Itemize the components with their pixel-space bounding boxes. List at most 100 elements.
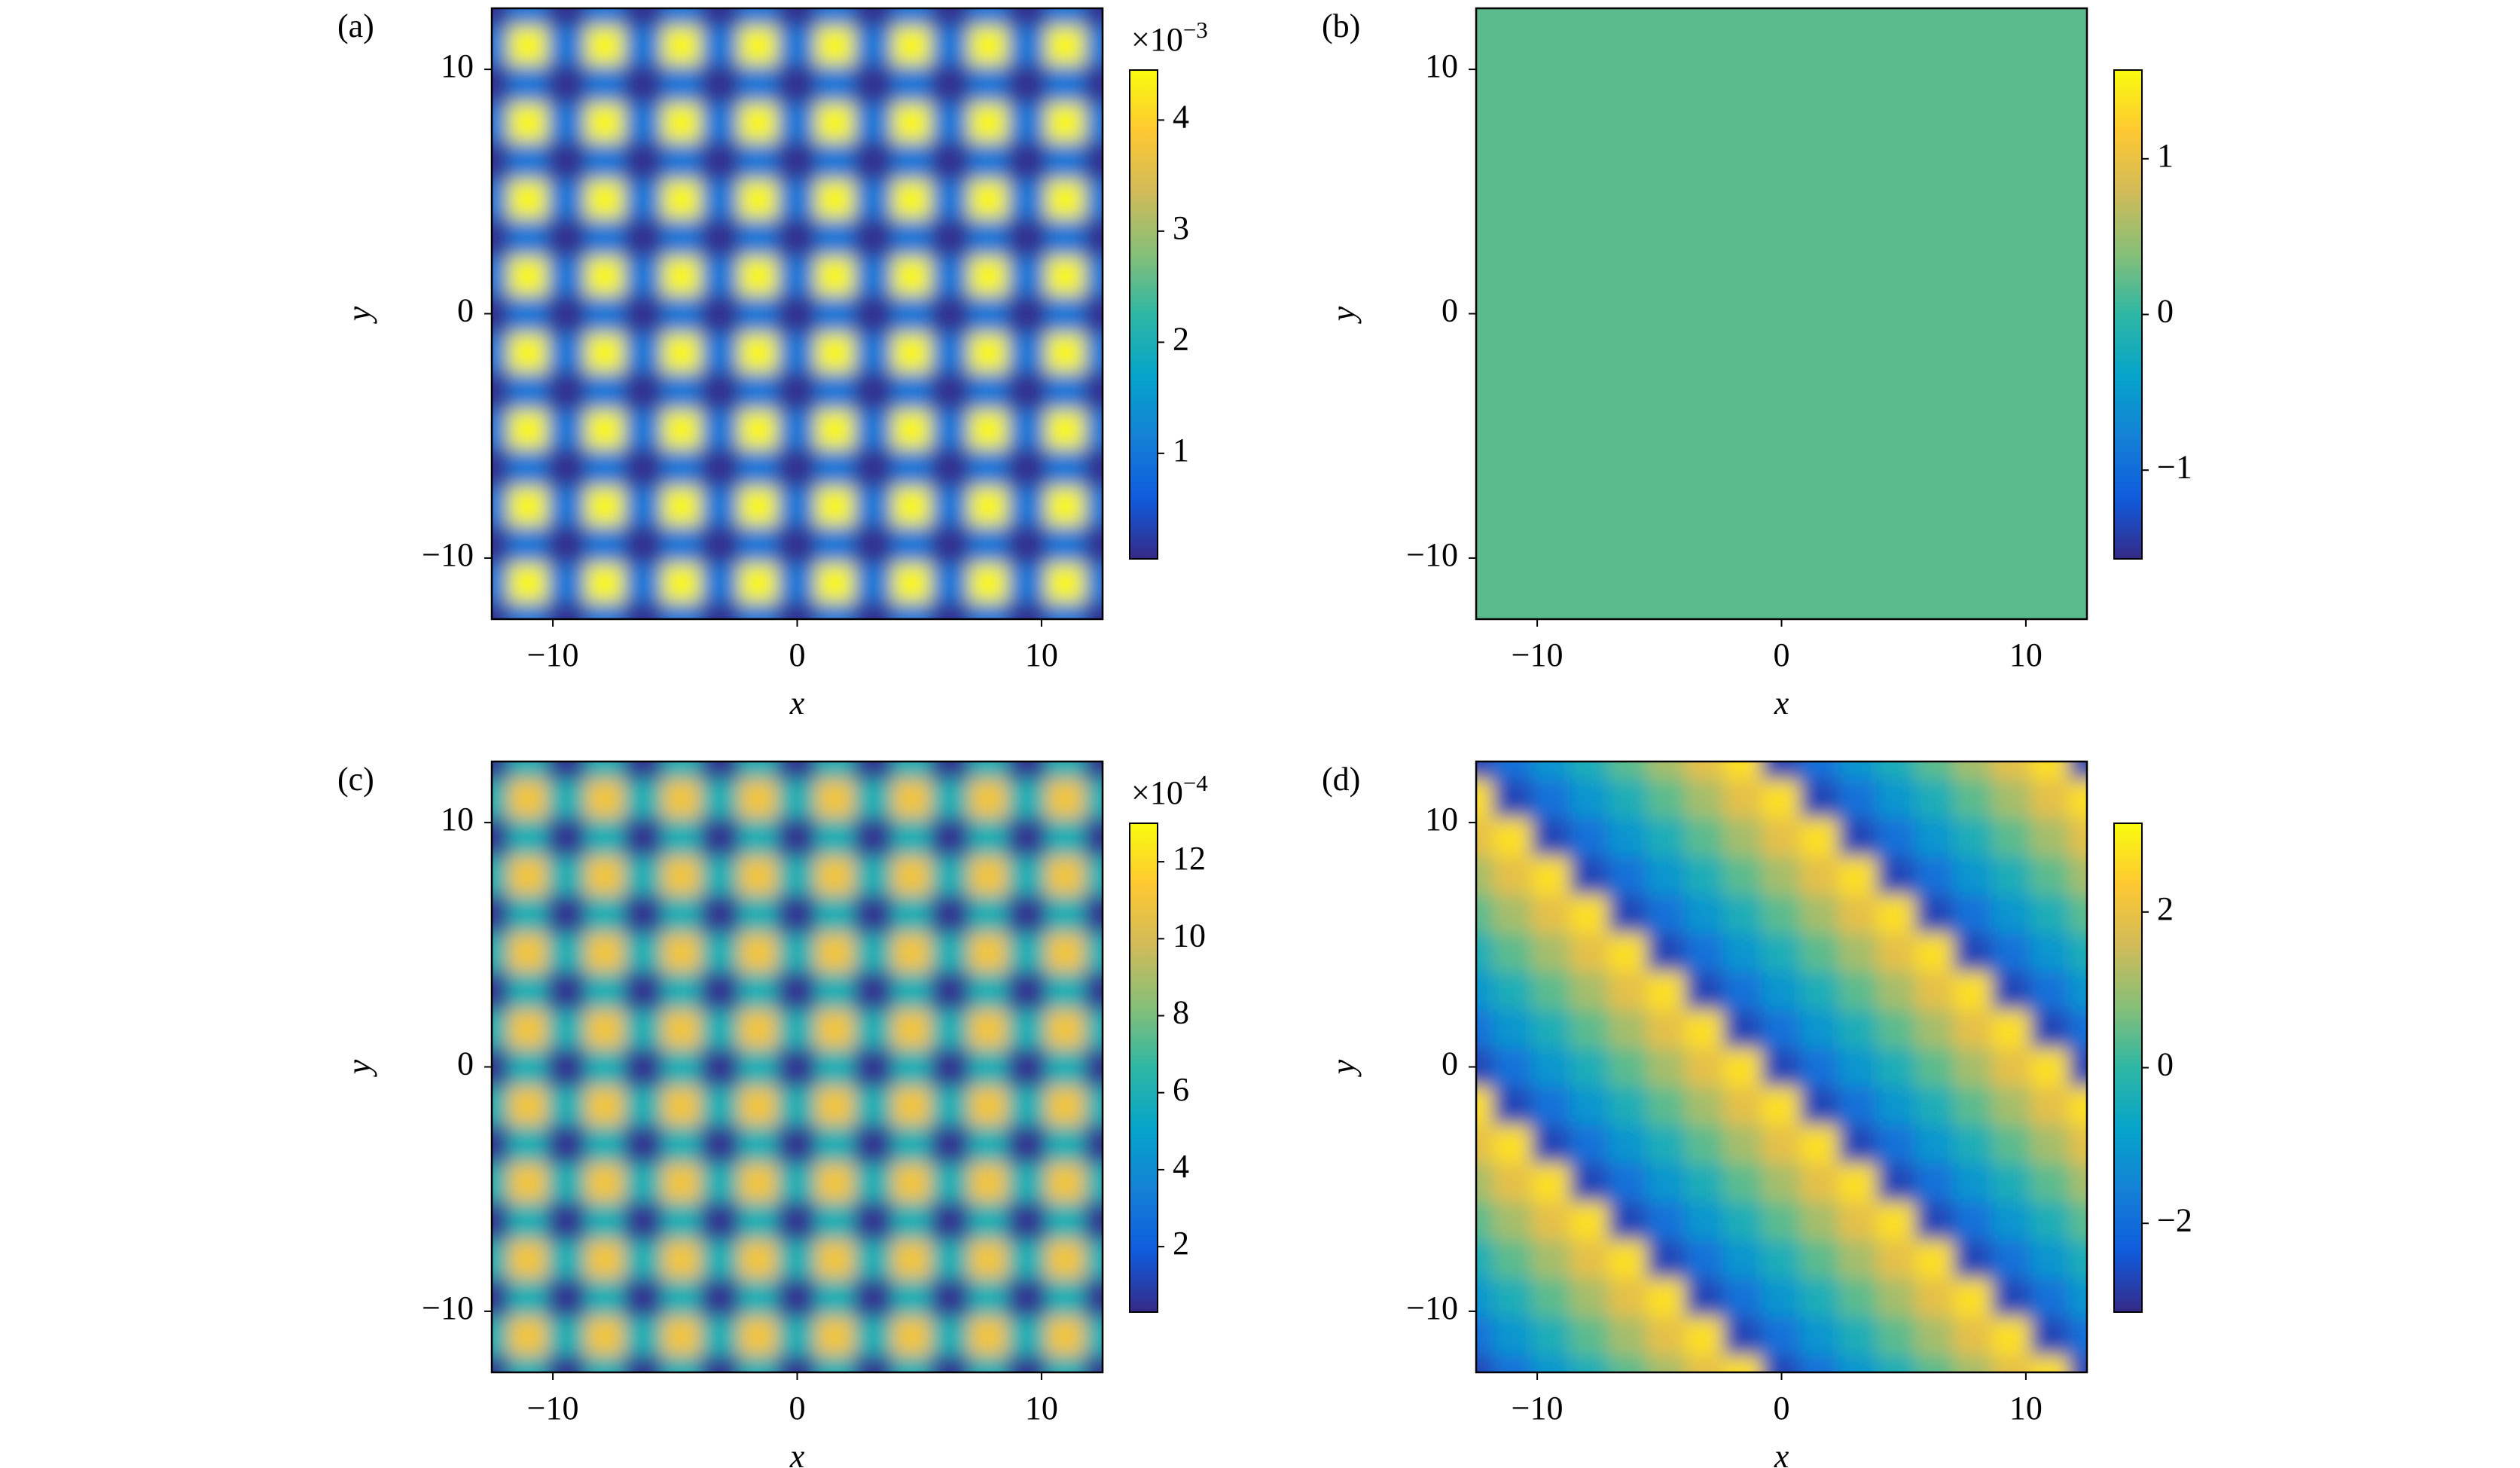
heatmap-cell [969,1200,1009,1241]
heatmap-cell [1723,140,1764,181]
heatmap-cell [1570,102,1610,142]
heatmap-cell [2030,1047,2070,1087]
heatmap-cell [508,447,549,487]
heatmap-cell [492,331,511,372]
colorbar-tick-label: 2 [1173,1225,1189,1262]
heatmap-cell [2030,761,2070,780]
heatmap-cell [1007,63,1048,104]
heatmap-cell [624,523,664,564]
heatmap-cell [1608,1009,1649,1049]
heatmap-cell [1476,1009,1495,1049]
heatmap-cell [1953,370,1994,410]
heatmap-cell [1723,1085,1764,1125]
heatmap-cell [1608,1277,1649,1317]
heatmap-cell [662,1315,703,1356]
heatmap-cell [1608,1047,1649,1087]
heatmap-cell [700,1200,741,1241]
heatmap-cell [1685,855,1725,896]
heatmap-cell [969,331,1009,372]
heatmap-cell [1045,179,1086,219]
heatmap-cell [700,1238,741,1279]
colorbar-tick-label: −2 [2157,1201,2192,1238]
heatmap-cell [1991,562,2032,603]
heatmap-cell [1493,25,1533,66]
heatmap-cell [739,294,779,334]
heatmap-cell [700,25,741,66]
heatmap-cell [892,816,932,857]
heatmap-cell [1991,1009,2032,1049]
heatmap-cell [1762,408,1802,449]
heatmap-cell [700,8,741,27]
heatmap-cell [1493,294,1533,334]
heatmap-cell [739,932,779,972]
heatmap-cell [1045,217,1086,258]
heatmap-cell [1531,1315,1572,1356]
heatmap-cell [1762,1161,1802,1202]
heatmap-cell [1914,1047,1955,1087]
heatmap-cell [1570,8,1610,27]
offset-base: ×10 [1131,21,1183,58]
heatmap-cell [1007,761,1048,780]
heatmap-cell [662,447,703,487]
heatmap-cell [1762,370,1802,410]
heatmap-cell [1476,1354,1495,1372]
heatmap-cell [892,447,932,487]
heatmap-cell [777,778,817,819]
heatmap-cell [700,932,741,972]
heatmap-cell [1762,1238,1802,1279]
heatmap-cell [2068,523,2087,564]
heatmap-cell [492,1047,511,1087]
heatmap-cell [1799,447,1840,487]
heatmap-cell [1799,370,1840,410]
heatmap-cell [1799,8,1840,27]
heatmap-cell [1876,102,1917,142]
heatmap-cell [662,294,703,334]
heatmap-cell [853,485,894,526]
heatmap-cell [777,485,817,526]
heatmap-cell [777,523,817,564]
heatmap-cell [892,1009,932,1049]
heatmap-cell [1762,1200,1802,1241]
heatmap-cell [585,331,626,372]
heatmap-cell [1476,1200,1495,1241]
heatmap-cell [1570,1123,1610,1164]
heatmap-cell [1531,140,1572,181]
heatmap-cell [1876,778,1917,819]
y-tick-label: −10 [1406,1289,1458,1326]
heatmap-cell [1723,179,1764,219]
heatmap-cell [1953,1161,1994,1202]
heatmap-cell [853,408,894,449]
heatmap-cell [1646,855,1687,896]
heatmap-cell [508,1161,549,1202]
heatmap-cell [1762,562,1802,603]
heatmap-cell [1476,63,1495,104]
heatmap-cell [1914,1085,1955,1125]
heatmap-cell [1570,255,1610,296]
heatmap-cell [1914,1315,1955,1356]
heatmap-cell [1045,331,1086,372]
heatmap-cell [1646,893,1687,934]
heatmap-cell [1084,1200,1103,1241]
heatmap-cell [1531,1009,1572,1049]
heatmap-cell [585,1085,626,1125]
heatmap-cell [1007,370,1048,410]
heatmap-cell [1531,932,1572,972]
heatmap-cell [1493,447,1533,487]
heatmap-cell [1953,255,1994,296]
heatmap-cell [547,855,587,896]
heatmap-cell [969,408,1009,449]
heatmap-cell [1723,855,1764,896]
heatmap-cell [662,600,703,619]
y-tick-label: −10 [422,1289,474,1326]
heatmap-cell [892,140,932,181]
panel-label: (d) [1322,761,1360,798]
heatmap-cell [547,485,587,526]
heatmap-cell [1838,102,1878,142]
heatmap-cell [815,1200,856,1241]
heatmap-cell [1531,370,1572,410]
heatmap-cell [930,1085,971,1125]
heatmap-cell [777,331,817,372]
heatmap-cell [777,179,817,219]
heatmap-cell [662,140,703,181]
heatmap-cell [1084,255,1103,296]
